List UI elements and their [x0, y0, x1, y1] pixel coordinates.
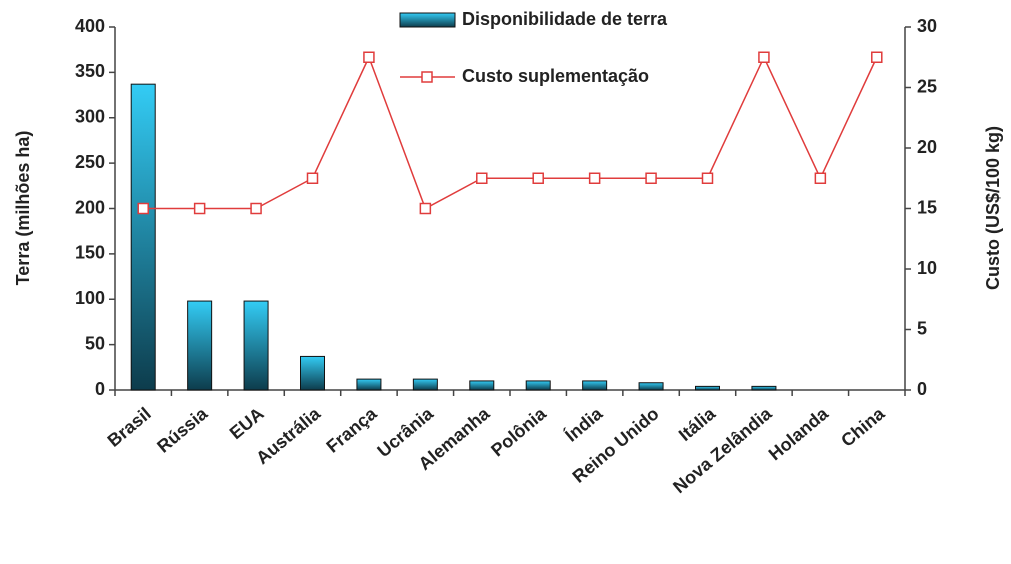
- marker: [758, 51, 770, 63]
- marker: [250, 202, 262, 215]
- marker: [363, 51, 375, 63]
- marker: [306, 172, 319, 184]
- x-tick-label: Itália: [675, 403, 720, 445]
- x-tick-label: EUA: [226, 403, 268, 443]
- marker: [476, 172, 488, 184]
- legend-label: Disponibilidade de terra: [462, 9, 668, 29]
- x-tick-label: Brasil: [104, 403, 155, 450]
- y2-tick-label: 15: [917, 197, 937, 217]
- marker: [701, 172, 714, 184]
- x-tick-label: Polônia: [487, 403, 550, 461]
- bar: [751, 385, 777, 391]
- legend-swatch: [399, 12, 456, 28]
- x-tick-label: Índia: [561, 402, 607, 446]
- marker: [588, 172, 601, 184]
- x-tick-label: França: [322, 403, 381, 457]
- bar: [469, 380, 495, 391]
- bar: [695, 385, 720, 391]
- x-tick-label: Holanda: [765, 403, 833, 465]
- bar: [356, 378, 382, 391]
- bar: [412, 378, 438, 391]
- y-tick-label: 350: [75, 61, 105, 81]
- line: [143, 55, 878, 210]
- bar: [525, 380, 551, 391]
- bar: [582, 380, 608, 391]
- marker: [645, 172, 657, 184]
- x-tick-label: Austrália: [252, 403, 325, 468]
- x-tick-label: Nova Zelândia: [669, 403, 776, 497]
- bar: [243, 300, 269, 391]
- y-tick-label: 300: [75, 107, 105, 127]
- marker: [532, 172, 544, 184]
- y-tick-label: 400: [75, 16, 105, 36]
- marker: [137, 202, 149, 215]
- x-tick-label: China: [837, 403, 889, 451]
- bar: [300, 355, 325, 391]
- y2-tick-label: 5: [917, 318, 927, 338]
- bar: [130, 83, 156, 391]
- y2-tick-label: 25: [917, 76, 937, 96]
- y2-tick-label: 20: [917, 137, 937, 157]
- y-tick-label: 50: [85, 333, 105, 353]
- y2-tick-label: 10: [917, 258, 937, 278]
- y2-axis-label: Custo (US$/100 kg): [983, 126, 1003, 290]
- y-tick-label: 100: [75, 288, 105, 308]
- marker: [419, 202, 432, 215]
- y-tick-label: 250: [75, 152, 105, 172]
- y-tick-label: 0: [95, 379, 105, 399]
- bar: [638, 382, 664, 391]
- y2-tick-label: 0: [917, 379, 927, 399]
- legend-marker: [421, 71, 433, 83]
- y-tick-label: 200: [75, 197, 105, 217]
- marker: [871, 51, 883, 63]
- marker: [193, 202, 206, 215]
- x-tick-label: Rússia: [153, 403, 212, 457]
- bar: [187, 300, 213, 391]
- y-tick-label: 150: [75, 243, 105, 263]
- legend-label: Custo suplementação: [462, 66, 649, 86]
- marker: [814, 172, 827, 184]
- y-axis-label: Terra (milhões ha): [13, 131, 33, 286]
- y2-tick-label: 30: [917, 16, 937, 36]
